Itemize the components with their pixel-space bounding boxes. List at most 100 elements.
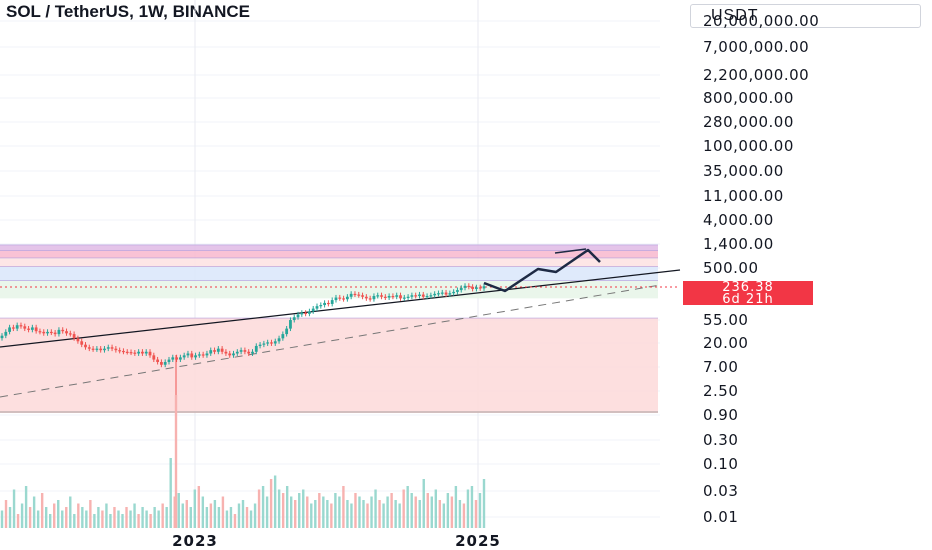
candle-body (323, 302, 326, 306)
volume-bar (36, 510, 40, 528)
candle-body (289, 320, 292, 329)
candle-body (247, 351, 251, 354)
candle-body (304, 312, 308, 315)
candle-body (478, 287, 482, 289)
volume-bar (121, 514, 124, 528)
candle-body (383, 296, 387, 298)
volume-bar (0, 510, 4, 528)
candle-body (178, 357, 182, 360)
volume-bar (57, 500, 60, 528)
volume-bar (273, 475, 277, 528)
volume-bar (97, 507, 100, 528)
candle-body (144, 351, 148, 354)
volume-bar (177, 493, 180, 528)
candle-body (129, 352, 133, 354)
candle-body (8, 327, 11, 332)
y-tick-label: 500.00 (703, 259, 759, 277)
volume-bar (410, 493, 413, 528)
y-tick-label: 7.00 (703, 358, 738, 376)
candle-body (296, 314, 300, 318)
y-tick-label: 800,000.00 (703, 89, 794, 107)
volume-bar (20, 503, 24, 528)
volume-bar (322, 496, 325, 528)
candle-body (380, 295, 383, 297)
volume-bar (101, 510, 104, 528)
volume-bar (8, 507, 12, 528)
candle-body (53, 332, 57, 335)
y-tick-label: 0.30 (703, 431, 738, 449)
volume-bar (474, 500, 478, 528)
y-tick-label: 20.00 (703, 334, 748, 352)
candle-body (361, 295, 364, 297)
volume-bar (265, 496, 269, 528)
candle-body (65, 331, 68, 334)
y-tick-label: 4,000.00 (703, 211, 774, 229)
volume-bar (342, 486, 345, 528)
candles (0, 283, 486, 395)
candle-body (156, 359, 160, 363)
candle-body (57, 329, 61, 335)
y-tick-label: 280,000.00 (703, 113, 794, 131)
volume-bar (370, 496, 373, 528)
y-tick-label: 0.01 (703, 508, 738, 526)
candle-body (171, 357, 175, 360)
candle-body (429, 295, 433, 297)
candle-body (106, 347, 110, 349)
y-tick-label: 100,000.00 (703, 137, 794, 155)
volume-bar-spike (174, 395, 178, 528)
candle-body (95, 348, 99, 350)
candle-body (345, 296, 349, 300)
y-tick-label: 2,200,000.00 (703, 66, 809, 84)
volume-bars (0, 395, 486, 528)
volume-bar (205, 507, 209, 528)
candle-body (110, 347, 114, 349)
volume-bar (65, 507, 68, 528)
candle-body (152, 355, 156, 360)
volume-bar (426, 493, 429, 528)
volume-bar (390, 493, 393, 528)
volume-bar (105, 503, 108, 528)
candle-body (308, 311, 311, 314)
volume-bar (77, 503, 80, 528)
volume-bar (346, 500, 349, 528)
volume-bar (358, 496, 361, 528)
candle-body (118, 350, 122, 352)
y-tick-label: 0.10 (703, 455, 738, 473)
volume-bar (245, 507, 249, 528)
volume-bar (290, 496, 293, 528)
volume-bar (454, 486, 458, 528)
candle-body (243, 350, 247, 352)
volume-bar (149, 514, 152, 528)
candle-body (277, 338, 281, 342)
y-tick-label: 35,000.00 (703, 162, 784, 180)
candle-body (376, 295, 380, 297)
candle-body (258, 344, 262, 346)
volume-bar (181, 503, 184, 528)
volume-bar (269, 479, 273, 528)
y-tick-label: 7,000,000.00 (703, 38, 809, 56)
volume-bar (16, 514, 20, 528)
candle-body (80, 341, 84, 345)
candle-body (11, 327, 15, 329)
candle-body (418, 294, 421, 297)
volume-bar (354, 493, 357, 528)
candle-body (387, 296, 391, 298)
currency-selector[interactable]: USDT (690, 4, 921, 28)
price-zone (0, 250, 658, 258)
volume-bar (402, 489, 405, 528)
candle-body (425, 296, 429, 298)
candle-body (456, 290, 459, 292)
volume-bar (237, 503, 241, 528)
candle-body (27, 328, 30, 330)
volume-bar (378, 500, 381, 528)
volume-bar (137, 514, 140, 528)
volume-bar (462, 503, 466, 528)
volume-bar (157, 510, 160, 528)
volume-bar (185, 500, 188, 528)
volume-bar (281, 493, 285, 528)
candle-body (330, 300, 334, 304)
candle-body (463, 285, 467, 288)
y-tick-label: 20,000,000.00 (703, 12, 819, 30)
candle-body (84, 344, 87, 348)
